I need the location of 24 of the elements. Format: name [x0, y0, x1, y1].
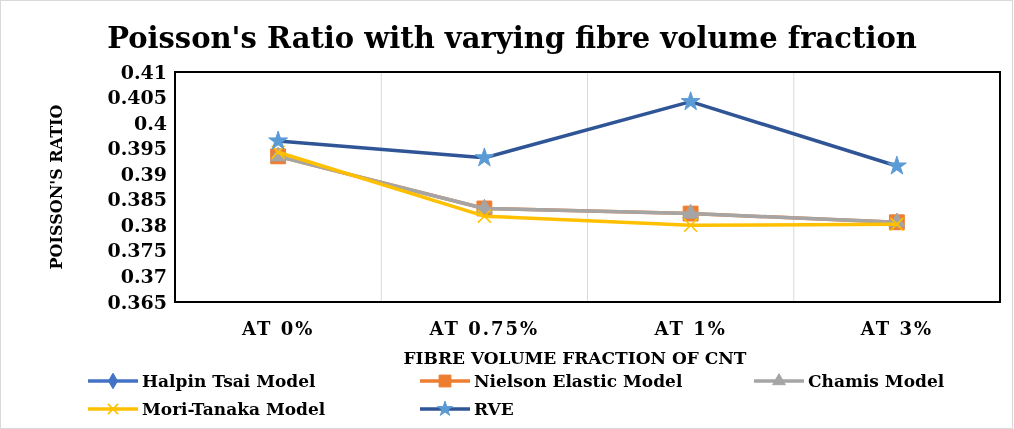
x-axis-title: FIBRE VOLUME FRACTION OF CNT — [403, 348, 747, 368]
legend-label: Nielson Elastic Model — [474, 371, 683, 391]
y-tick-label: 0.37 — [120, 265, 167, 288]
y-tick-label: 0.38 — [120, 213, 167, 236]
y-tick-label: 0.41 — [120, 60, 167, 83]
point — [683, 218, 698, 233]
legend-label: Chamis Model — [808, 371, 945, 391]
x-tick-label: AT 0% — [240, 317, 315, 339]
chart-title: Poisson's Ratio with varying fibre volume fraction — [107, 21, 917, 55]
y-tick-label: 0.395 — [107, 137, 167, 160]
x-tick-label: AT 1% — [653, 317, 727, 339]
legend-label: Mori-Tanaka Model — [142, 399, 326, 419]
y-tick-label: 0.385 — [107, 188, 167, 211]
legend-label: RVE — [474, 399, 514, 419]
y-tick-label: 0.405 — [107, 86, 167, 109]
y-tick-label: 0.375 — [107, 239, 167, 262]
x-tick-label: AT 0.75% — [428, 317, 540, 339]
y-tick-label: 0.4 — [133, 111, 167, 134]
point — [477, 208, 492, 224]
y-tick-label: 0.39 — [120, 162, 167, 185]
legend-label: Halpin Tsai Model — [142, 371, 317, 391]
x-tick-label: AT 3% — [859, 317, 934, 339]
y-tick-label: 0.365 — [107, 290, 167, 313]
y-axis-title: POISSON'S RATIO — [47, 104, 66, 270]
